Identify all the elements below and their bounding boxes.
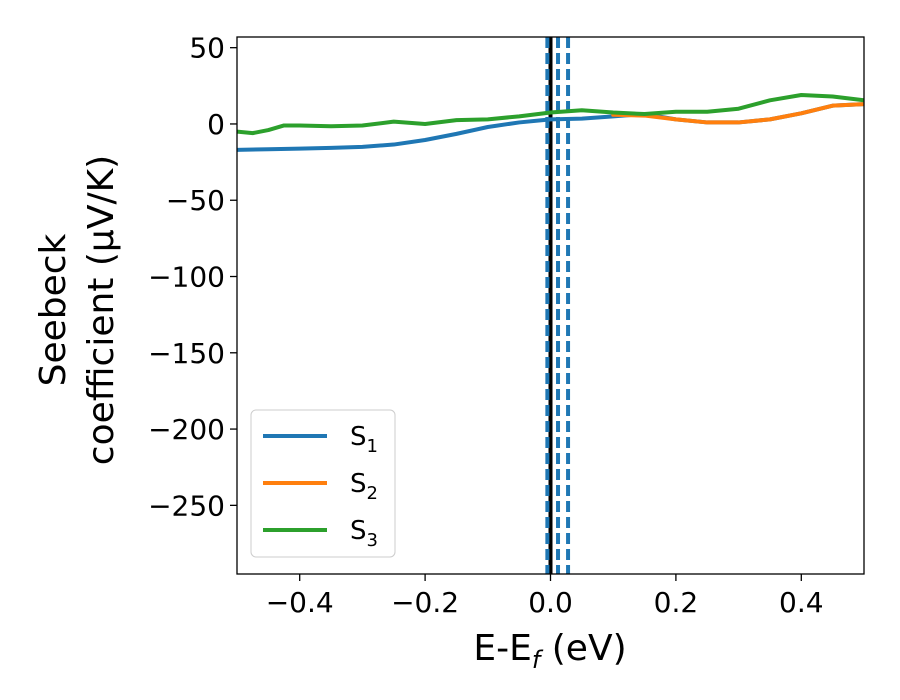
x-axis-title-unit: (eV) [540,628,626,669]
x-tick-label: 0.4 [779,586,824,619]
reference-lines [545,37,571,574]
x-axis: −0.4 −0.2 0.0 0.2 0.4 [266,574,824,619]
y-tick-label: −100 [148,261,225,294]
x-tick-label: 0.0 [528,586,573,619]
x-axis-title-base: E-E [473,628,531,669]
legend-label-s1: S1 [350,422,378,457]
x-tick-label: −0.2 [391,586,459,619]
x-tick-label: −0.4 [266,586,334,619]
y-tick-label: 0 [207,108,225,141]
legend-label-s2: S2 [350,469,378,504]
x-tick-label: 0.2 [654,586,699,619]
y-tick-label: 50 [189,32,225,65]
series-lines [237,92,864,152]
y-axis-title: Seebeck coefficient (μV/K) [33,155,122,465]
legend: S1 S2 S3 [250,409,396,558]
series-line-s2 [611,102,864,125]
y-tick-label: −150 [148,337,225,370]
legend-label-s3: S3 [350,516,378,551]
x-axis-title: E-Ef (eV) [473,628,626,674]
y-tick-label: −200 [148,413,225,446]
y-tick-label: −50 [166,184,225,217]
y-axis-title-line2: coefficient (μV/K) [81,155,122,465]
y-axis-title-line1: Seebeck [33,233,74,386]
series-line-s3 [237,92,864,136]
y-axis: 50 0 −50 −100 −150 −200 −250 [148,32,237,522]
y-tick-label: −250 [148,489,225,522]
